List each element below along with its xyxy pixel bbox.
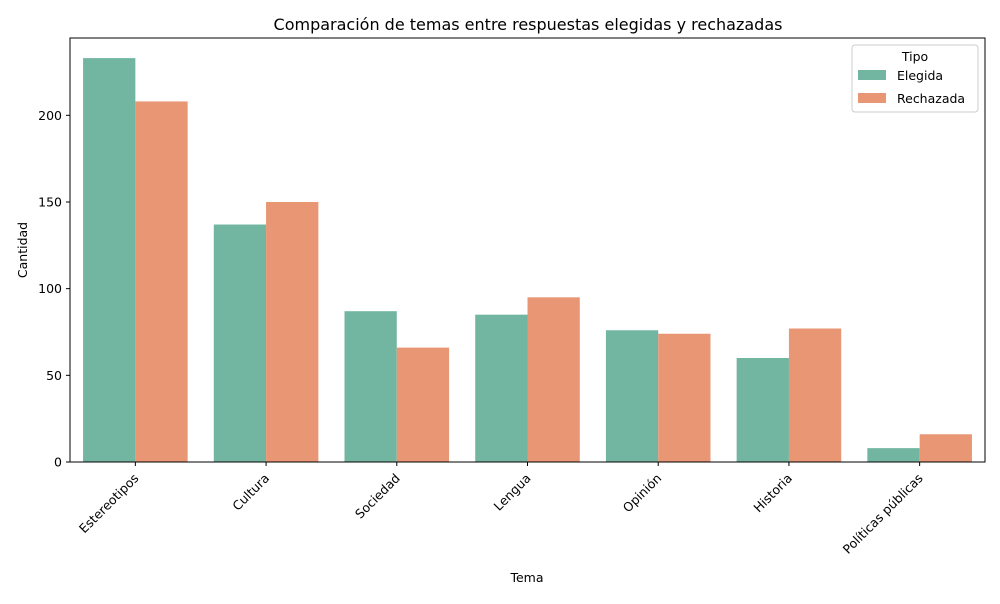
x-tick-label-sociedad: Sociedad [352,471,403,522]
chart-title: Comparación de temas entre respuestas el… [274,15,783,34]
bar-elegida-opinion [605,330,659,462]
x-tick-label-lengua: Lengua [491,471,534,514]
y-axis-label: Cantidad [15,222,30,278]
bar-rechazada-opinion [658,333,711,462]
legend: Tipo Elegida Rechazada [851,44,979,113]
x-tick-label-opinion: Opinión [620,471,665,516]
x-tick-label-politicas-publicas: Políticas públicas [840,471,926,557]
legend-label-elegida: Elegida [897,68,943,83]
x-tick-label-historia: Historia [750,471,795,516]
legend-label-rechazada: Rechazada [897,91,965,106]
bar-rechazada-estereotipos [135,101,188,462]
y-tick-label: 150 [38,194,62,209]
bar-elegida-politicas-publicas [867,448,920,462]
bar-elegida-lengua [475,314,528,462]
x-axis: Estereotipos Cultura Sociedad Lengua Opinión… [76,462,926,557]
x-tick-label-estereotipos: Estereotipos [76,471,142,537]
bar-rechazada-sociedad [396,347,450,462]
legend-swatch-elegida [858,70,886,80]
bar-elegida-cultura [213,224,267,462]
bars-group [83,58,972,462]
bar-elegida-estereotipos [83,58,136,462]
bar-rechazada-historia [788,328,842,462]
y-tick-label: 0 [54,455,62,470]
legend-swatch-rechazada [858,93,886,103]
bar-rechazada-cultura [266,201,319,462]
bar-elegida-sociedad [344,311,397,462]
bar-rechazada-politicas-publicas [919,434,972,462]
bar-rechazada-lengua [527,297,580,462]
bar-elegida-historia [736,357,789,462]
y-axis: 0 50 100 150 200 [38,108,70,470]
legend-title: Tipo [901,49,928,64]
y-tick-label: 100 [38,281,62,296]
plot-frame [69,37,986,463]
x-axis-label: Tema [509,570,543,585]
x-tick-label-cultura: Cultura [229,471,272,514]
y-tick-label: 50 [46,368,62,383]
y-tick-label: 200 [38,108,62,123]
